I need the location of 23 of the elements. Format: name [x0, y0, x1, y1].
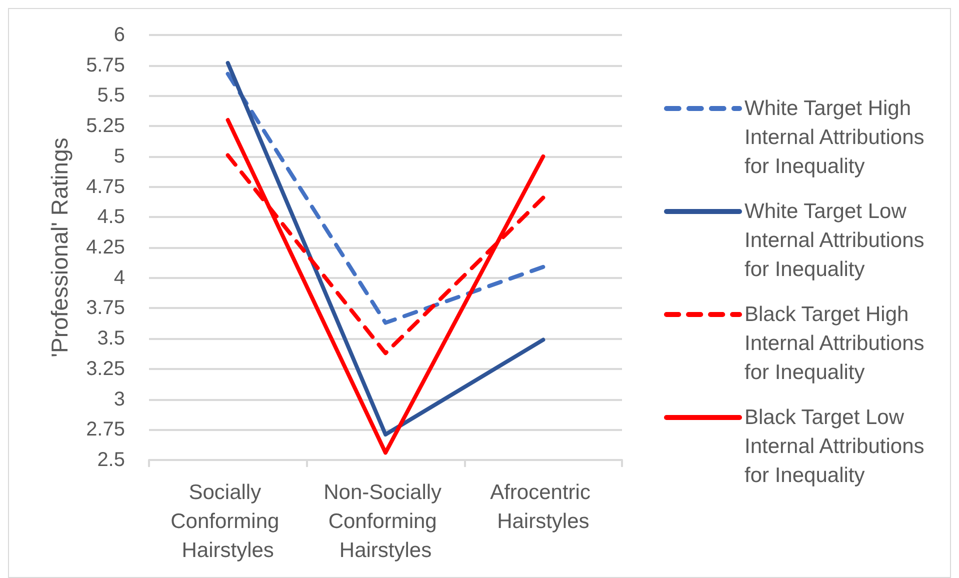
y-tick-label: 4.75 [86, 176, 125, 198]
y-tick-label: 2.5 [97, 449, 125, 471]
y-tick-label: 3 [114, 388, 125, 410]
x-tick-label: Socially Conforming Hairstyles [170, 481, 286, 562]
x-tick-label: Afrocentric Hairstyles [490, 481, 596, 533]
y-tick-label: 5.5 [97, 84, 125, 107]
y-tick-label: 2.75 [86, 418, 125, 441]
y-tick-label: 3.5 [97, 328, 125, 350]
y-tick-label: 4.25 [86, 236, 125, 258]
legend-label: Black Target Low Internal Attributions for Inequality [744, 406, 924, 487]
legend-label: White Target High Internal Attributions for Inequality [744, 97, 924, 178]
x-tick-label: Non-Socially Conforming Hairstyles [324, 481, 448, 562]
y-axis-title: 'Professional' Ratings [46, 138, 72, 358]
y-tick-label: 4 [114, 266, 125, 289]
legend-label: Black Target High Internal Attributions for Inequality [744, 303, 924, 384]
y-tick-label: 6 [114, 24, 125, 46]
legend-label: White Target Low Internal Attributions for Inequality [744, 200, 924, 281]
y-tick-label: 3.75 [86, 297, 125, 320]
y-tick-label: 5 [114, 145, 125, 168]
y-tick-label: 3.25 [86, 358, 125, 380]
y-tick-label: 5.75 [86, 54, 125, 76]
y-tick-label: 5.25 [86, 115, 125, 138]
y-tick-label: 4.5 [97, 206, 125, 228]
